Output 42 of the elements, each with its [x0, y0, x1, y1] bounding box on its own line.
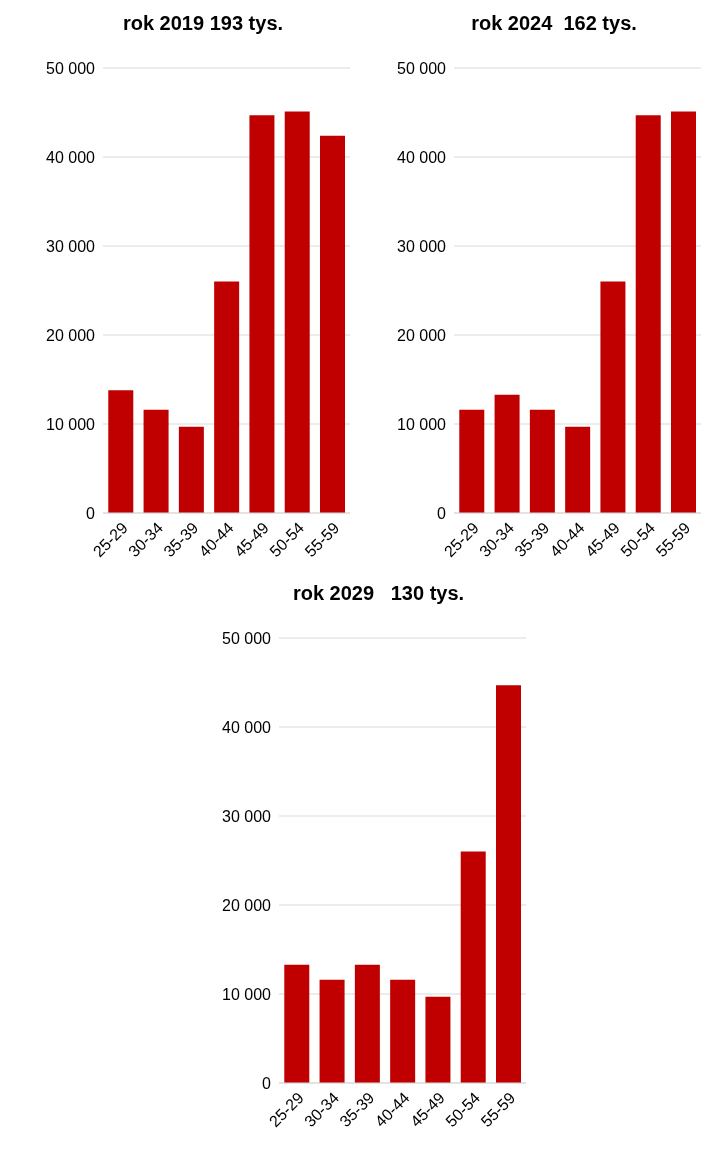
- bar: [354, 964, 380, 1083]
- bar: [249, 115, 275, 513]
- bar: [389, 979, 415, 1083]
- y-tick-label: 10 000: [221, 985, 271, 1003]
- y-tick-label: 10 000: [397, 415, 447, 433]
- bar: [319, 979, 345, 1083]
- bar: [529, 409, 555, 513]
- y-tick-label: 0: [437, 504, 447, 522]
- y-tick-label: 40 000: [397, 148, 447, 166]
- chart-title: rok 2024 162 tys.: [470, 11, 638, 36]
- chart-title: rok 2029 130 tys.: [291, 581, 466, 606]
- y-tick-label: 40 000: [46, 148, 96, 166]
- y-tick-label: 0: [86, 504, 96, 522]
- y-tick-label: 30 000: [46, 237, 96, 255]
- y-tick-label: 0: [261, 1074, 271, 1092]
- bar: [178, 426, 204, 513]
- bar: [600, 281, 626, 513]
- bar: [635, 115, 661, 513]
- y-tick-label: 30 000: [221, 807, 271, 825]
- bar: [565, 426, 591, 513]
- bar: [424, 996, 450, 1083]
- y-tick-label: 40 000: [221, 718, 271, 736]
- bar: [495, 685, 521, 1083]
- bar: [143, 409, 169, 513]
- bar: [671, 111, 697, 513]
- bar: [320, 135, 346, 513]
- bar: [283, 964, 309, 1083]
- bar: [460, 851, 486, 1083]
- y-tick-label: 20 000: [46, 326, 96, 344]
- bar: [108, 390, 134, 513]
- y-tick-label: 50 000: [46, 59, 96, 77]
- y-tick-label: 20 000: [221, 896, 271, 914]
- y-tick-label: 30 000: [397, 237, 447, 255]
- y-tick-label: 10 000: [46, 415, 96, 433]
- bar: [494, 394, 520, 513]
- y-tick-label: 50 000: [397, 59, 447, 77]
- y-tick-label: 50 000: [221, 629, 271, 647]
- bar: [214, 281, 240, 513]
- bar: [284, 111, 310, 513]
- chart-title: rok 2019 193 tys.: [121, 11, 285, 36]
- y-tick-label: 20 000: [397, 326, 447, 344]
- bar: [459, 409, 485, 513]
